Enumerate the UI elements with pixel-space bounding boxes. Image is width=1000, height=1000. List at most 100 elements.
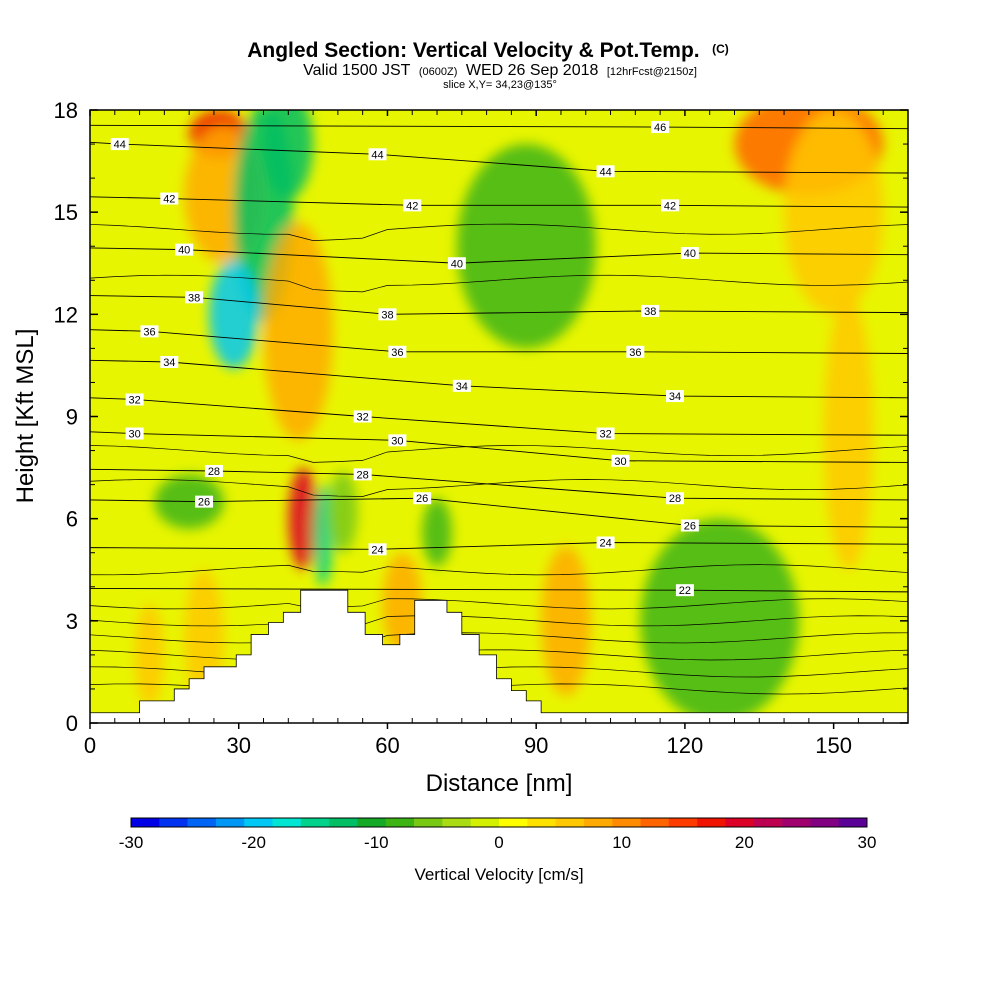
colorbar-tick-label: 20 xyxy=(735,833,754,852)
colorbar-swatch xyxy=(555,818,585,827)
svg-text:42: 42 xyxy=(406,200,418,212)
colorbar-swatch xyxy=(131,818,160,827)
svg-text:24: 24 xyxy=(599,538,611,550)
svg-text:26: 26 xyxy=(198,497,210,509)
colorbar-swatch xyxy=(499,818,528,827)
colorbar-swatch xyxy=(357,818,387,827)
velocity-cell xyxy=(263,110,314,199)
isotherm-line xyxy=(90,598,908,610)
svg-text:38: 38 xyxy=(644,306,656,318)
isotherm-label: 22 xyxy=(675,584,694,597)
colorbar-swatch xyxy=(159,818,188,827)
isotherm-label: 30 xyxy=(388,434,407,447)
isotherm-line xyxy=(90,479,908,497)
svg-text:40: 40 xyxy=(451,258,463,270)
velocity-cell xyxy=(382,552,423,655)
x-tick-label: 30 xyxy=(226,733,250,758)
velocity-cell xyxy=(823,297,874,570)
svg-text:46: 46 xyxy=(654,122,666,134)
y-tick-label: 3 xyxy=(66,609,78,634)
isotherm-line xyxy=(90,649,908,667)
colorbar-swatch xyxy=(385,818,415,827)
colorbar-tick-label: -20 xyxy=(241,833,266,852)
isotherm-labels: 44 44 44 46 42 42 42 40 40 40 38 38 38 36 36 36 34 34 34 32… xyxy=(110,121,699,597)
isotherm-label: 32 xyxy=(353,410,372,424)
x-axis: 0 30 60 90 120 150 xyxy=(84,110,884,758)
isotherm-label: 34 xyxy=(452,379,471,393)
velocity-cell xyxy=(541,545,591,696)
svg-text:38: 38 xyxy=(381,309,393,321)
svg-text:44: 44 xyxy=(371,149,383,161)
isotherm-label: 38 xyxy=(641,304,660,318)
colorbar-swatch xyxy=(782,818,811,827)
svg-text:28: 28 xyxy=(357,469,369,481)
svg-text:34: 34 xyxy=(669,391,681,403)
isotherm-label: 28 xyxy=(353,468,372,481)
colorbar-swatch xyxy=(612,818,641,827)
svg-text:36: 36 xyxy=(143,326,155,338)
velocity-cell xyxy=(327,470,358,553)
svg-text:38: 38 xyxy=(188,292,200,304)
colorbar-tick-label: -10 xyxy=(364,833,389,852)
colorbar-swatch xyxy=(244,818,273,827)
svg-text:30: 30 xyxy=(128,429,140,441)
y-axis-title: Height [Kft MSL] xyxy=(12,329,39,504)
isotherm-label: 36 xyxy=(388,345,407,359)
svg-text:26: 26 xyxy=(684,520,696,532)
colorbar-tick-label: 30 xyxy=(858,833,877,852)
colorbar-swatch xyxy=(414,818,443,827)
colorbar-swatch xyxy=(329,818,358,827)
svg-text:44: 44 xyxy=(599,166,611,178)
isotherm-label: 26 xyxy=(195,495,214,509)
isotherm-line xyxy=(90,274,908,293)
isotherm-label: 40 xyxy=(175,243,194,257)
svg-text:32: 32 xyxy=(599,429,611,441)
svg-text:28: 28 xyxy=(669,493,681,505)
y-tick-label: 12 xyxy=(54,302,78,327)
isotherm-label: 28 xyxy=(204,464,223,478)
plot-area: 44 44 44 46 42 42 42 40 40 40 38 38 38 36 36 36 34 34 34 32… xyxy=(90,110,908,723)
svg-text:26: 26 xyxy=(416,493,428,505)
y-tick-label: 18 xyxy=(54,98,78,123)
colorbar-swatch xyxy=(668,818,698,827)
isotherm-label: 36 xyxy=(140,325,159,338)
velocity-cell xyxy=(456,144,596,349)
zulu-time: (0600Z) xyxy=(419,66,458,78)
velocity-cell xyxy=(784,110,884,315)
colorbar-frame xyxy=(130,817,868,828)
colorbar: -30 -20 -10 0 10 20 30 xyxy=(119,817,877,852)
forecast-info: [12hrFcst@2150z] xyxy=(607,66,697,78)
svg-text:32: 32 xyxy=(128,394,140,406)
x-tick-label: 60 xyxy=(375,733,399,758)
x-tick-label: 0 xyxy=(84,733,96,758)
x-tick-label: 150 xyxy=(815,733,852,758)
y-tick-label: 6 xyxy=(66,507,78,532)
colorbar-swatch xyxy=(300,818,330,827)
isotherm-label: 36 xyxy=(626,345,645,359)
svg-text:42: 42 xyxy=(163,194,175,206)
svg-text:22: 22 xyxy=(679,585,691,597)
velocity-cell xyxy=(134,603,165,706)
velocity-cell xyxy=(422,498,452,567)
velocity-cell xyxy=(208,259,259,369)
y-tick-label: 15 xyxy=(54,200,78,225)
title-unit: (C) xyxy=(712,42,729,56)
velocity-cell xyxy=(288,467,319,570)
isotherm-label: 44 xyxy=(110,138,129,151)
svg-text:40: 40 xyxy=(684,248,696,260)
colorbar-swatch xyxy=(470,818,500,827)
svg-text:30: 30 xyxy=(391,435,403,447)
colorbar-swatch xyxy=(442,818,471,827)
velocity-cell xyxy=(640,518,799,723)
isotherm-label: 32 xyxy=(125,393,144,406)
colorbar-swatch xyxy=(810,818,839,827)
isotherm-label: 42 xyxy=(661,199,680,212)
isotherm-line xyxy=(90,223,908,241)
svg-text:24: 24 xyxy=(371,544,383,556)
isotherm-line xyxy=(90,445,908,463)
svg-text:30: 30 xyxy=(614,456,626,468)
colorbar-swatch xyxy=(753,818,783,827)
svg-text:44: 44 xyxy=(114,139,126,151)
terrain xyxy=(90,589,908,723)
